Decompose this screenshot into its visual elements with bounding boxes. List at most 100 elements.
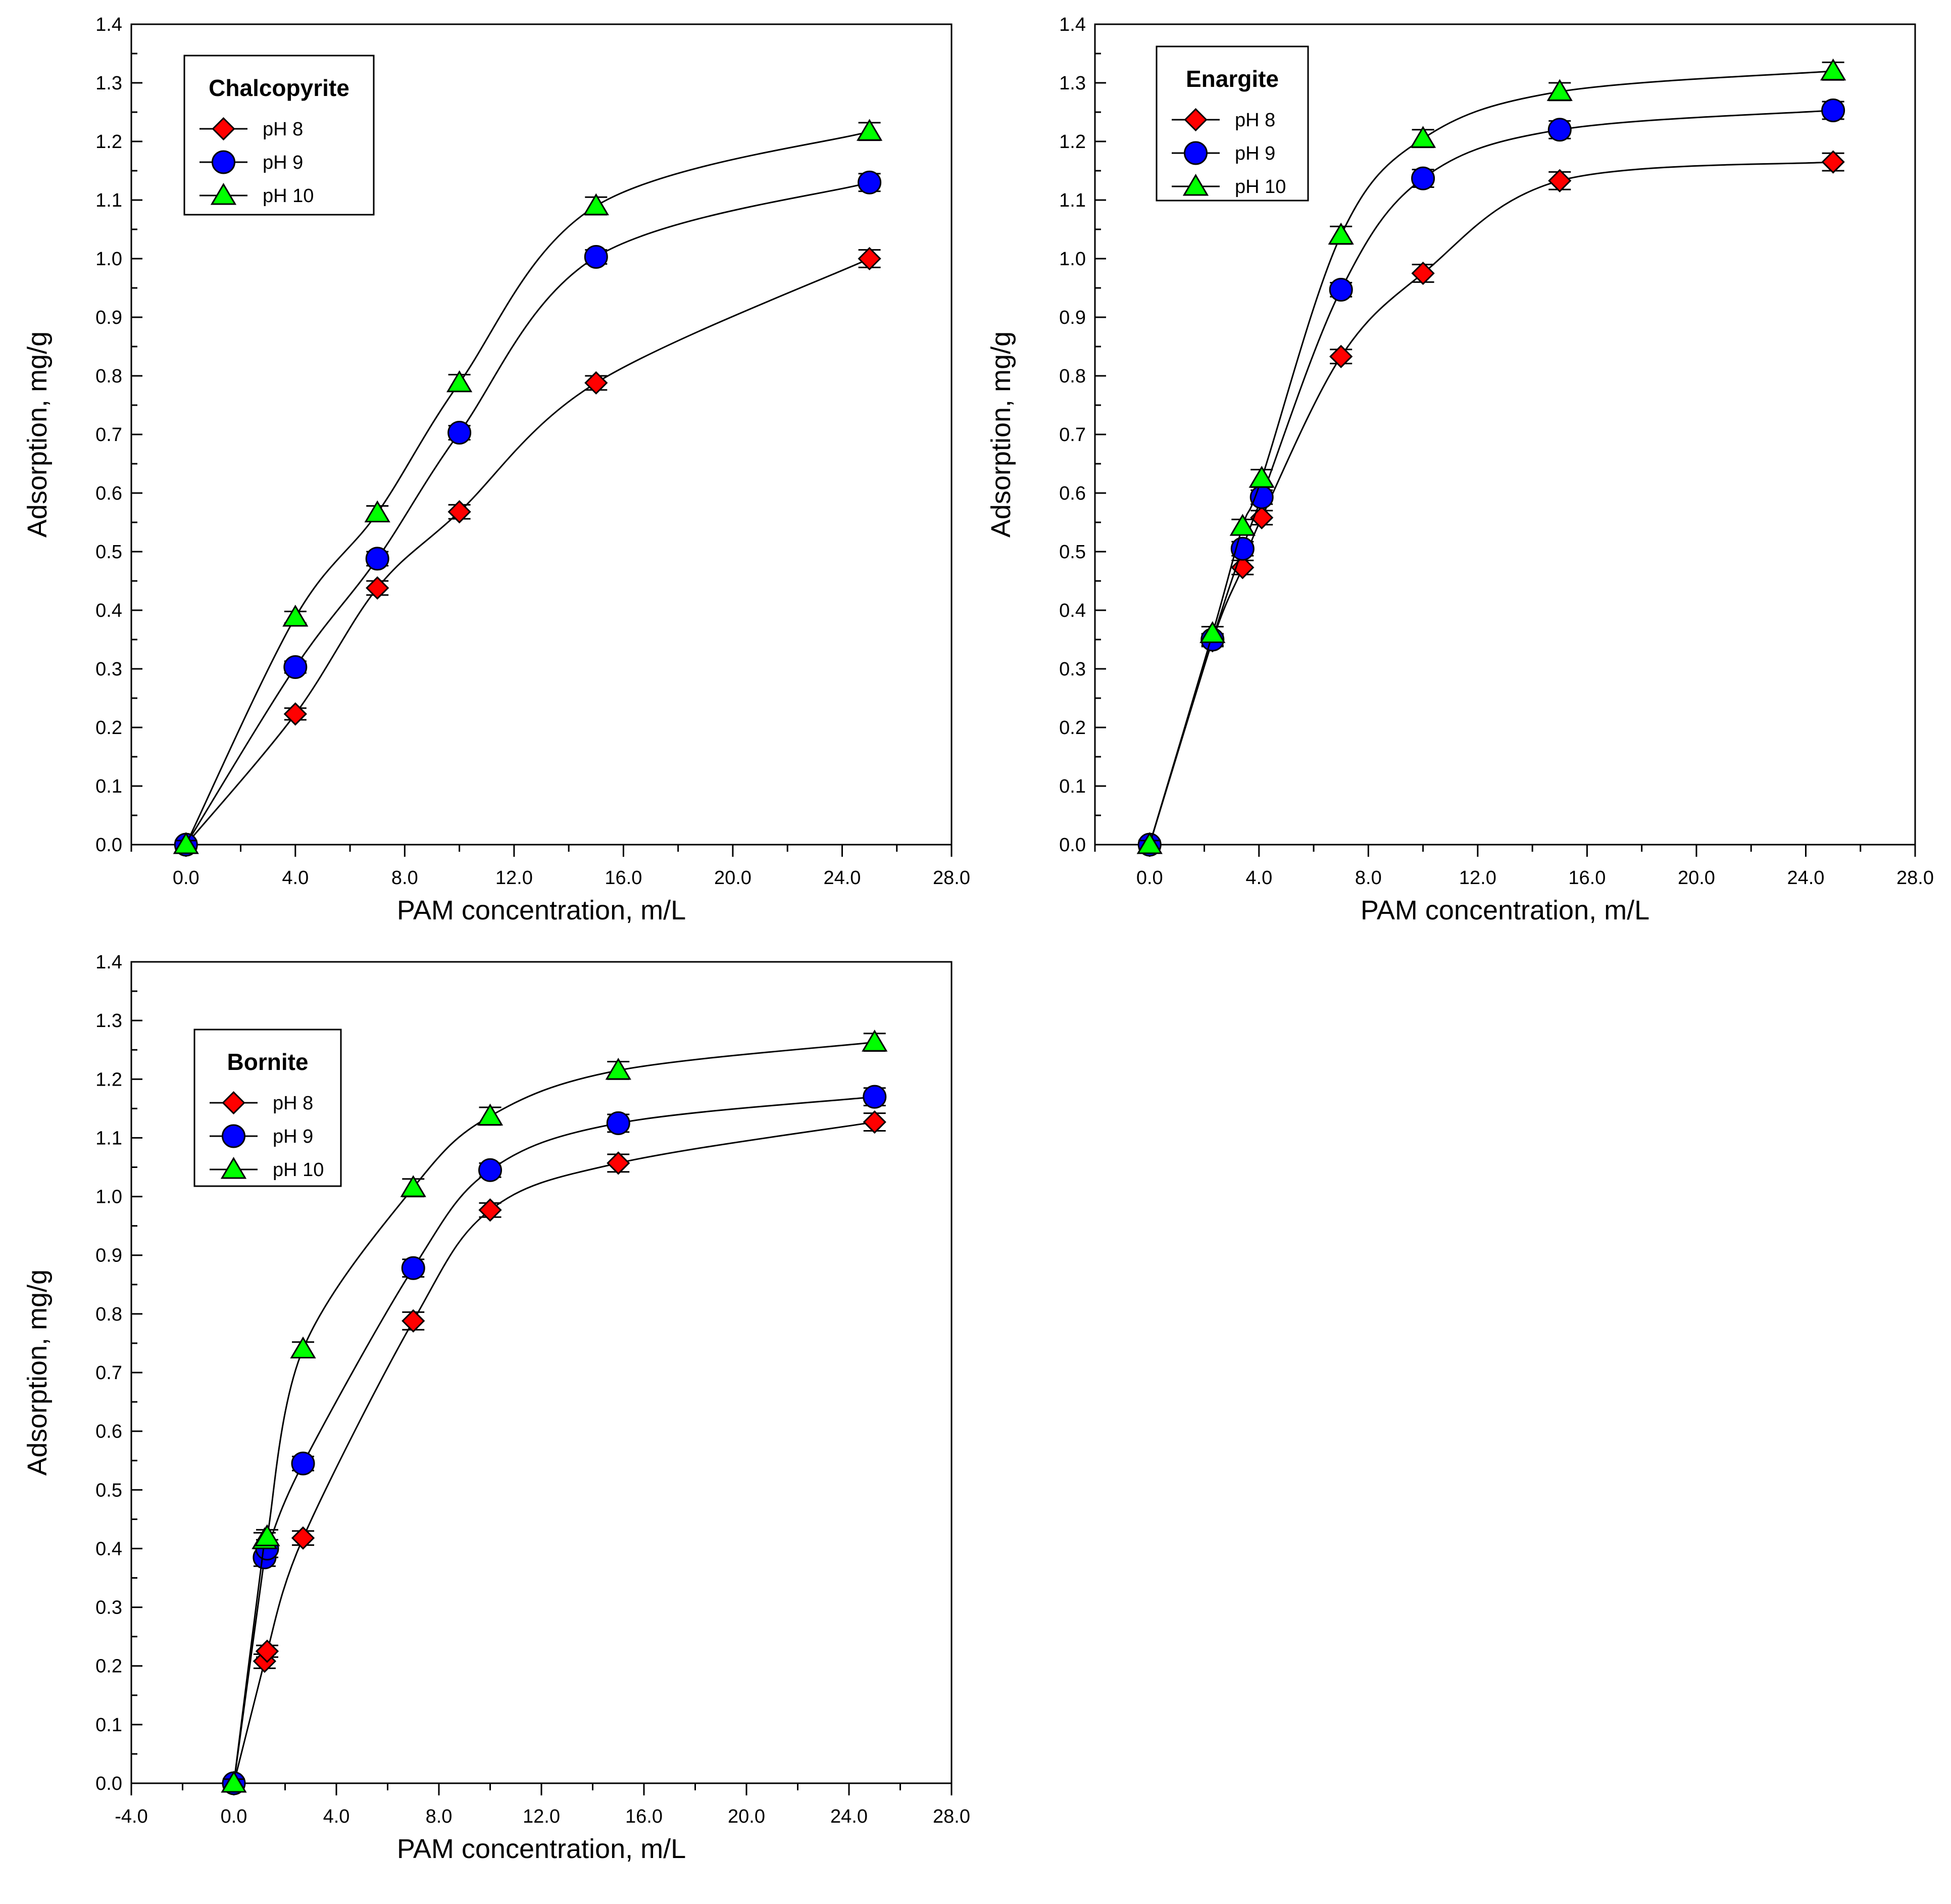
- data-point: [291, 1526, 315, 1550]
- data-point: [1548, 169, 1572, 192]
- y-tick-label: 0.9: [95, 1245, 122, 1266]
- data-point: [478, 1198, 502, 1222]
- x-axis-label: PAM concentration, m/L: [397, 895, 686, 925]
- x-tick-label: 24.0: [830, 1806, 868, 1827]
- data-point: [1821, 150, 1845, 174]
- x-tick-label: 0.0: [221, 1806, 247, 1827]
- x-tick-label: 16.0: [1568, 867, 1606, 889]
- chart-enargite: 0.0 0.1 0.2 0.3 0.4 0.5 0.6 0.7 0.8 0.9 1.0 1.1 1.2 1…: [986, 14, 1934, 925]
- data-point: [478, 1158, 502, 1182]
- legend-label: pH 10: [1235, 176, 1286, 198]
- data-point: [254, 1524, 280, 1546]
- series-ph-9: [1137, 99, 1845, 857]
- chart-bornite: 0.0 0.1 0.2 0.3 0.4 0.5 0.6 0.7 0.8 0.9 1.0 1.1 1.2 1…: [22, 952, 970, 1864]
- data-point: [583, 193, 609, 216]
- data-point: [862, 1030, 888, 1052]
- y-tick-label: 1.1: [1059, 190, 1086, 211]
- data-point: [1329, 277, 1353, 302]
- data-point: [1547, 118, 1572, 142]
- legend-label: pH 8: [1235, 110, 1275, 131]
- x-tick-label: 12.0: [495, 867, 533, 889]
- data-point: [607, 1151, 630, 1175]
- y-tick-label: 0.5: [1059, 542, 1086, 563]
- x-tick-label: 24.0: [823, 867, 861, 889]
- x-tick-label: 4.0: [323, 1806, 350, 1827]
- legend-marker: [1182, 174, 1209, 196]
- data-point: [1199, 621, 1226, 643]
- series-ph-9: [222, 1085, 887, 1795]
- y-tick-label: 1.1: [95, 190, 122, 211]
- series-line: [1148, 110, 1833, 845]
- x-tick-label: 24.0: [1787, 867, 1824, 889]
- y-tick-label: 0.7: [1059, 424, 1086, 446]
- x-tick-label: 20.0: [728, 1806, 765, 1827]
- x-tick-label: 16.0: [605, 867, 642, 889]
- x-tick-label: 12.0: [1459, 867, 1496, 889]
- series-line: [185, 181, 870, 845]
- legend-label: pH 10: [263, 185, 314, 207]
- data-point: [605, 1057, 631, 1080]
- legend: Bornite pH 8 pH 9 pH 10: [193, 1029, 342, 1187]
- x-tick-label: 4.0: [1245, 867, 1272, 889]
- y-tick-label: 0.4: [1059, 600, 1086, 621]
- series-ph-10: [173, 119, 883, 854]
- y-tick-label: 0.9: [95, 307, 122, 328]
- y-tick-label: 1.0: [1059, 249, 1086, 270]
- data-point: [283, 702, 307, 726]
- y-tick-label: 0.4: [95, 1538, 122, 1559]
- data-point: [1248, 466, 1275, 488]
- y-tick-label: 0.0: [95, 835, 122, 856]
- data-point: [402, 1309, 425, 1333]
- y-tick-label: 0.7: [95, 424, 122, 446]
- data-point: [400, 1175, 426, 1197]
- x-tick-label: 28.0: [1896, 867, 1934, 889]
- series-ph-8: [222, 1110, 886, 1795]
- y-tick-label: 0.4: [95, 600, 122, 621]
- y-tick-label: 1.3: [95, 73, 122, 94]
- data-point: [447, 421, 472, 445]
- legend-marker: [1184, 141, 1208, 165]
- series-line: [233, 1121, 875, 1784]
- data-point: [282, 604, 309, 627]
- series-ph-8: [1138, 150, 1845, 857]
- legend-label: pH 9: [273, 1126, 313, 1147]
- y-tick-label: 0.6: [95, 483, 122, 504]
- y-tick-label: 0.3: [95, 1597, 122, 1619]
- legend-box: [183, 55, 375, 216]
- series-line: [185, 130, 870, 845]
- data-point: [858, 247, 881, 271]
- data-point: [1546, 79, 1573, 101]
- y-axis-label: Adsorption, mg/g: [22, 331, 53, 538]
- data-point: [364, 500, 390, 522]
- data-point: [365, 547, 389, 571]
- x-tick-label: 8.0: [426, 1806, 453, 1827]
- data-point: [447, 500, 471, 524]
- y-tick-label: 0.2: [95, 1656, 122, 1677]
- legend-label: pH 10: [273, 1159, 324, 1181]
- y-axis-label: Adsorption, mg/g: [22, 1270, 53, 1476]
- legend-label: pH 9: [263, 152, 303, 173]
- series-line: [233, 1096, 875, 1784]
- x-tick-label: 20.0: [714, 867, 752, 889]
- legend-title: Bornite: [227, 1049, 309, 1075]
- y-axis-label: Adsorption, mg/g: [986, 331, 1016, 538]
- legend-marker: [210, 183, 237, 205]
- y-tick-label: 0.1: [95, 776, 122, 797]
- y-tick-label: 0.7: [95, 1362, 122, 1384]
- data-point: [173, 832, 199, 854]
- x-tick-label: 0.0: [1136, 867, 1163, 889]
- data-point: [446, 370, 473, 393]
- legend-marker: [220, 1157, 247, 1179]
- series-ph-8: [174, 247, 881, 857]
- legend-label: pH 9: [1235, 143, 1275, 164]
- y-tick-label: 0.8: [1059, 366, 1086, 387]
- series-ph-10: [1136, 58, 1846, 854]
- legend-marker: [222, 1124, 245, 1148]
- legend-marker: [222, 1091, 245, 1115]
- legend-marker: [212, 117, 235, 141]
- data-point: [477, 1103, 504, 1126]
- data-point: [255, 1639, 279, 1663]
- y-tick-label: 0.3: [1059, 659, 1086, 680]
- x-tick-label: 8.0: [391, 867, 418, 889]
- data-point: [1411, 166, 1435, 190]
